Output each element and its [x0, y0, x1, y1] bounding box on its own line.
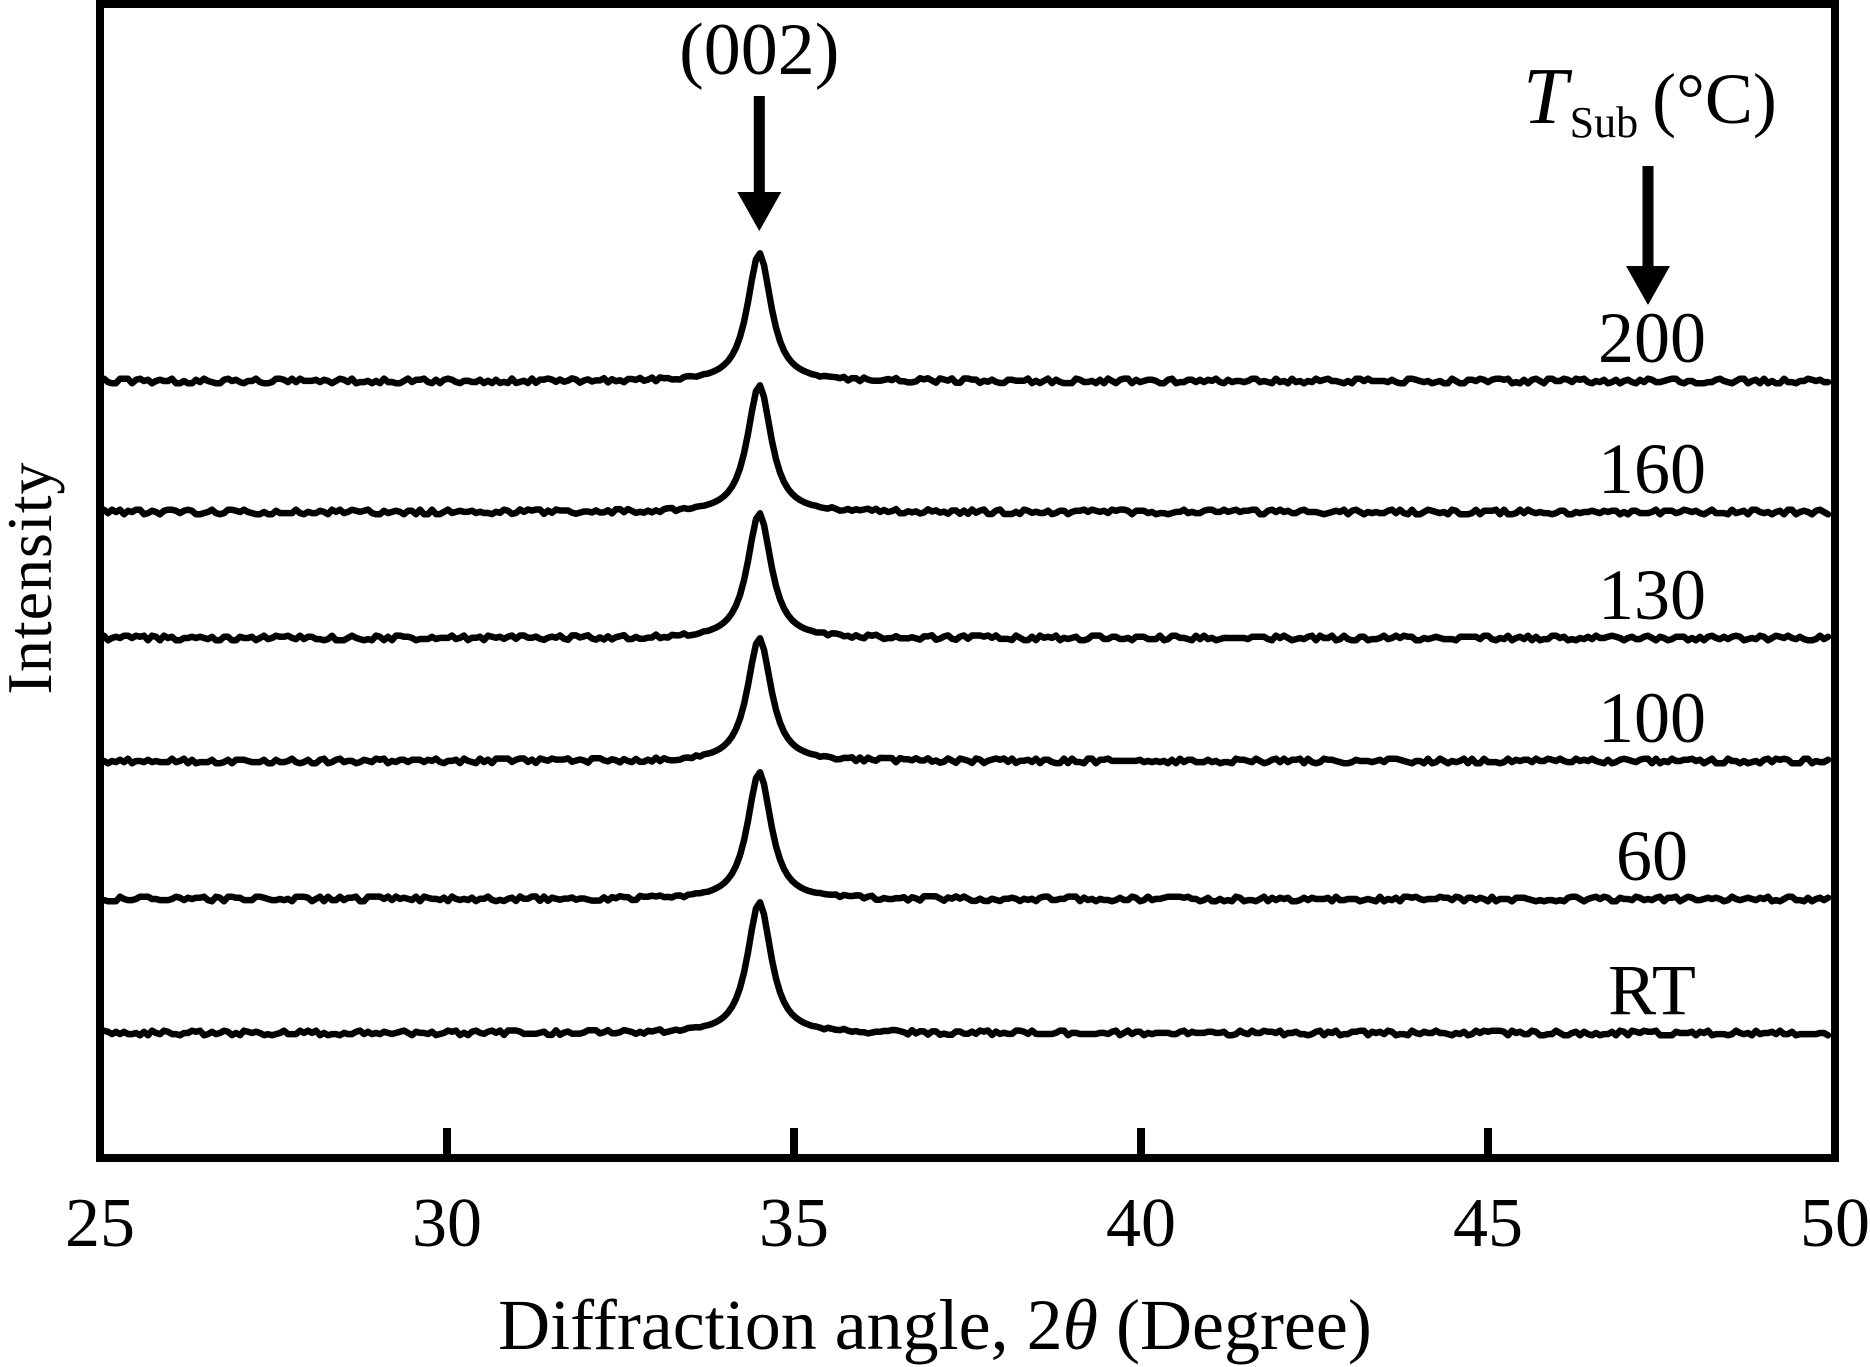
theta-symbol: θ: [1062, 1285, 1099, 1365]
series-label: 60: [1616, 816, 1688, 896]
legend-symbol-T: T: [1523, 53, 1568, 141]
x-tick-label: 30: [412, 1185, 482, 1262]
legend-subscript: Sub: [1569, 98, 1639, 148]
series-label: 200: [1598, 298, 1706, 378]
peak-annotation-label: (002): [679, 9, 840, 91]
y-axis-label: Intensity: [0, 461, 65, 695]
x-axis-title: Diffraction angle, 2θ (Degree): [0, 1284, 1870, 1367]
legend-title: TSub (°C): [1470, 52, 1830, 147]
x-tick-label: 50: [1800, 1185, 1870, 1262]
legend-unit: (°C): [1652, 59, 1777, 139]
x-tick-label: 35: [759, 1185, 829, 1262]
x-tick-label: 25: [65, 1185, 135, 1262]
x-tick-label: 40: [1106, 1185, 1176, 1262]
series-label: 160: [1598, 429, 1706, 509]
x-axis-title-post: (Degree): [1098, 1285, 1372, 1365]
series-label: RT: [1608, 950, 1696, 1030]
x-axis-title-pre: Diffraction angle, 2: [498, 1285, 1063, 1365]
x-tick-label: 45: [1453, 1185, 1523, 1262]
series-label: 100: [1598, 678, 1706, 758]
series-label: 130: [1598, 555, 1706, 635]
